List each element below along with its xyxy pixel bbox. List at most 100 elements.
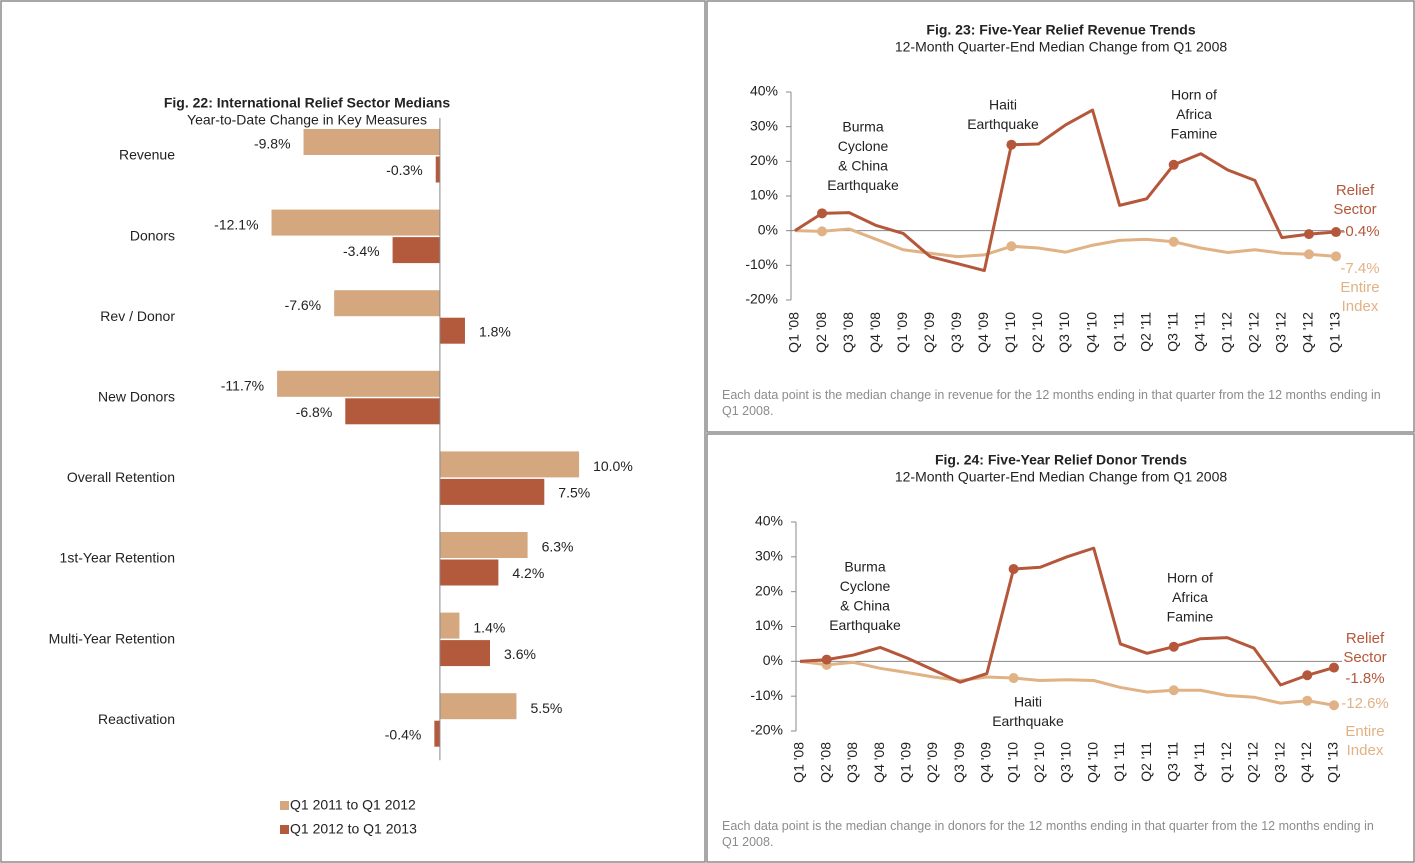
end-value-label: -0.4% <box>1340 223 1380 240</box>
x-tick-label: Q3 '09 <box>948 312 964 353</box>
x-tick-label: Q1 '09 <box>898 742 914 783</box>
bar <box>439 317 465 344</box>
point-marker <box>1303 249 1314 260</box>
point-marker <box>1168 236 1179 247</box>
annotation: & China <box>838 158 888 174</box>
x-tick-label: Q3 '12 <box>1271 742 1287 783</box>
series-line <box>794 108 1337 273</box>
point-marker <box>1168 685 1179 696</box>
x-tick-label: Q2 '09 <box>924 742 940 783</box>
annotation: Burma <box>842 119 883 135</box>
x-tick-label: Q4 '11 <box>1191 742 1207 782</box>
value-label: 6.3% <box>542 539 574 555</box>
value-label: -6.8% <box>296 404 333 420</box>
x-tick-label: Q2 '12 <box>1245 742 1261 783</box>
chart-subtitle: 12-Month Quarter-End Median Change from … <box>895 39 1228 55</box>
bar <box>439 693 517 720</box>
series-name: Entire Index <box>1345 723 1385 759</box>
point-marker <box>1008 564 1019 575</box>
value-label: -0.4% <box>385 726 422 742</box>
bar <box>439 640 491 667</box>
end-value-label: -7.4% <box>1340 260 1380 277</box>
annotation: Famine <box>1171 126 1218 142</box>
category-label: Overall Retention <box>67 469 175 485</box>
bar <box>392 237 440 264</box>
point-marker <box>1331 227 1341 238</box>
x-tick-label: Q3 '12 <box>1273 312 1289 353</box>
x-tick-label: Q4 '10 <box>1083 312 1099 353</box>
end-value-label: -1.8% <box>1345 670 1385 687</box>
annotation: Africa <box>1176 106 1212 122</box>
bar <box>435 156 440 183</box>
series-line <box>799 546 1335 687</box>
x-tick-label: Q4 '12 <box>1298 742 1314 783</box>
x-tick-label: Q4 '09 <box>978 742 994 783</box>
x-tick-label: Q3 '10 <box>1058 742 1074 783</box>
value-label: 3.6% <box>504 646 536 662</box>
point-marker <box>1006 139 1017 150</box>
x-tick-label: Q2 '12 <box>1246 312 1262 353</box>
y-tick-label: -10% <box>745 256 778 272</box>
point-marker <box>1008 673 1019 684</box>
x-tick-label: Q1 '13 <box>1325 742 1341 783</box>
bar <box>271 209 440 236</box>
category-label: New Donors <box>98 389 175 405</box>
x-tick-label: Q2 '09 <box>921 312 937 353</box>
chart-title: Fig. 22: International Relief Sector Med… <box>164 95 450 111</box>
point-marker <box>1168 641 1179 652</box>
panel <box>0 0 706 863</box>
annotation: Haiti <box>1014 694 1042 710</box>
value-label: 5.5% <box>530 700 562 716</box>
y-tick-label: 40% <box>755 513 783 529</box>
annotation: Horn of <box>1171 87 1217 103</box>
bar <box>277 370 440 397</box>
bar <box>434 720 440 747</box>
legend-swatch <box>280 825 289 834</box>
point-marker <box>817 226 828 237</box>
annotation: Cyclone <box>838 138 889 154</box>
category-label: Donors <box>130 227 175 243</box>
point-marker <box>1329 662 1339 673</box>
y-tick-label: 10% <box>750 187 778 203</box>
point-marker <box>1302 670 1313 681</box>
panel <box>706 433 1415 863</box>
category-label: Reactivation <box>98 711 175 727</box>
x-tick-label: Q2 '08 <box>813 312 829 353</box>
x-tick-label: Q4 '08 <box>871 742 887 783</box>
bar <box>303 129 440 155</box>
annotation: & China <box>840 598 890 614</box>
bar <box>345 398 440 425</box>
y-tick-label: 30% <box>755 548 783 564</box>
category-label: Rev / Donor <box>100 308 175 324</box>
y-tick-label: -20% <box>750 722 783 738</box>
point-marker <box>1302 695 1313 706</box>
x-tick-label: Q3 '11 <box>1165 742 1181 782</box>
bar <box>334 290 440 317</box>
end-value-label: -12.6% <box>1341 695 1389 712</box>
bar <box>439 612 460 639</box>
category-label: Revenue <box>119 147 175 163</box>
y-tick-label: 0% <box>763 652 783 668</box>
series-name: Entire Index <box>1340 279 1380 315</box>
annotation: Horn of <box>1167 570 1213 586</box>
chart-title: Fig. 23: Five-Year Relief Revenue Trends <box>926 22 1195 38</box>
series-line <box>799 659 1335 707</box>
chart-note: Each data point is the median change in … <box>722 388 1381 418</box>
x-tick-label: Q1 '12 <box>1218 742 1234 783</box>
point-marker <box>821 654 832 665</box>
bar <box>439 559 499 586</box>
x-tick-label: Q1 '08 <box>786 312 802 353</box>
value-label: -3.4% <box>343 243 380 259</box>
y-tick-label: -20% <box>745 291 778 307</box>
chart-title: Fig. 24: Five-Year Relief Donor Trends <box>935 452 1187 468</box>
bar <box>439 451 580 478</box>
x-tick-label: Q4 '10 <box>1084 742 1100 783</box>
x-tick-label: Q4 '12 <box>1300 312 1316 353</box>
x-tick-label: Q4 '08 <box>867 312 883 353</box>
annotation: Earthquake <box>827 177 899 193</box>
x-tick-label: Q2 '10 <box>1029 312 1045 353</box>
x-tick-label: Q3 '09 <box>951 742 967 783</box>
value-label: -0.3% <box>386 162 423 178</box>
x-tick-label: Q2 '08 <box>817 742 833 783</box>
